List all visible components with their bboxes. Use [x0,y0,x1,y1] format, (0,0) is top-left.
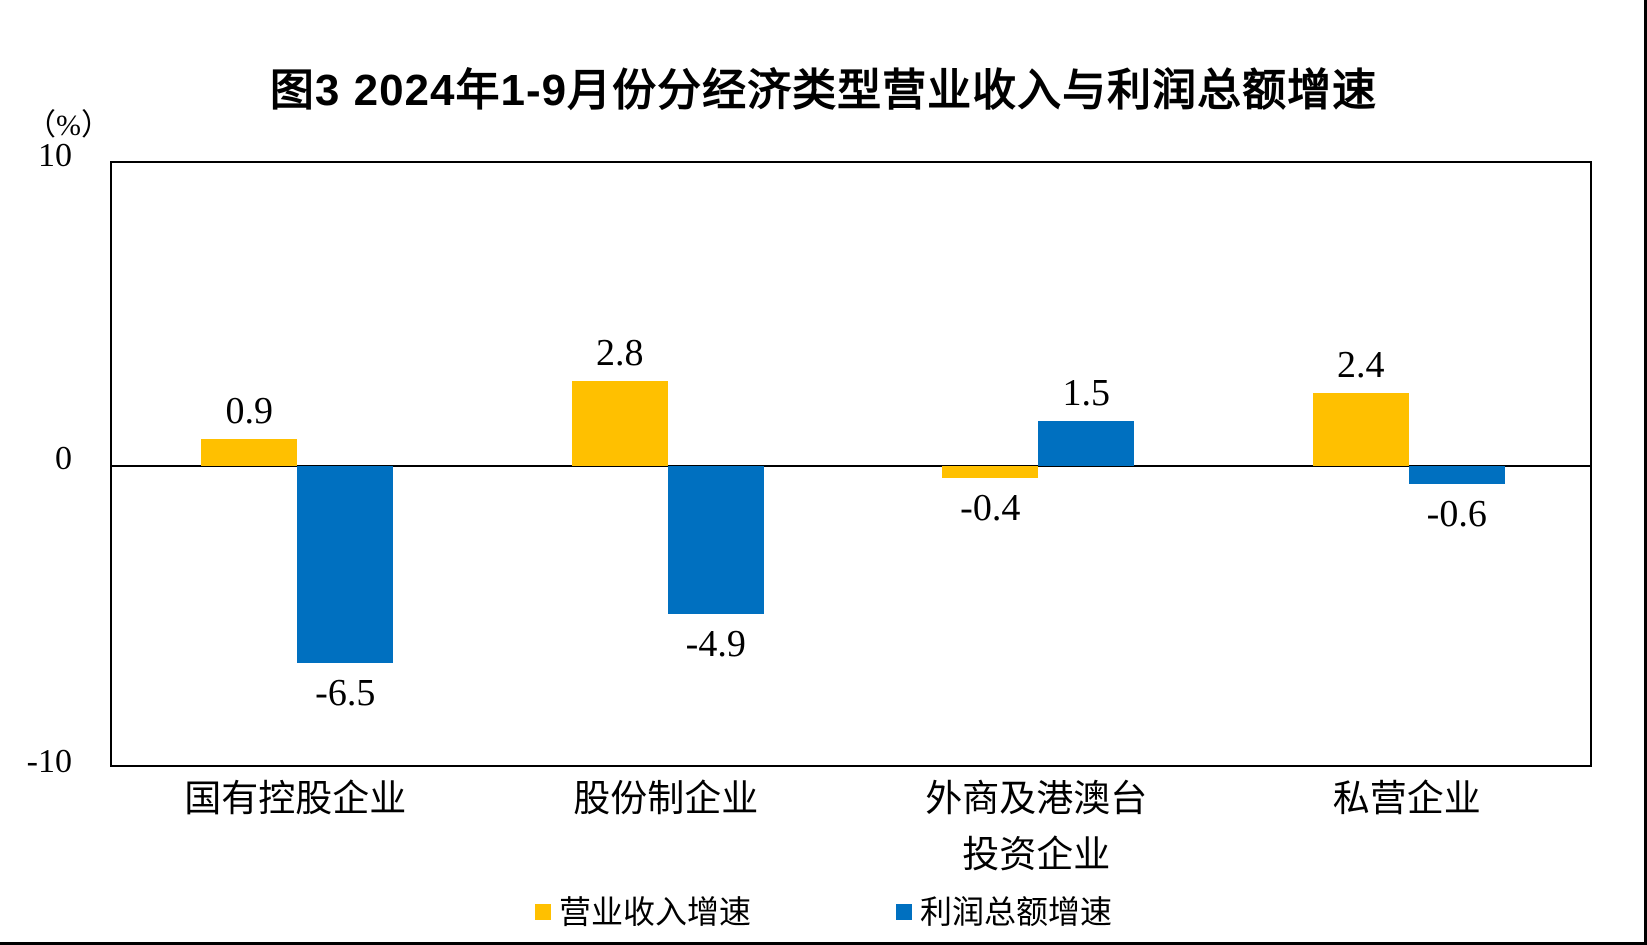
profit-growth-legend-swatch [896,904,912,920]
chart-title: 图3 2024年1-9月份分经济类型营业收入与利润总额增速 [269,66,1378,115]
legend-label-revenue-growth: 营业收入增速 [558,894,751,930]
profit-growth-value-label-0: -6.5 [315,671,376,714]
revenue-growth-bar-3 [1312,393,1409,466]
revenue-growth-value-label-0: 0.9 [225,389,274,432]
page-bottom-border-line [0,942,1647,945]
revenue-growth-legend-swatch [534,904,551,920]
y-tick--10: -10 [26,743,72,780]
revenue-growth-bar-0 [201,438,298,466]
legend-item-profit-growth: 利润总额增速 [896,888,1112,936]
profit-growth-bar-3 [1408,466,1505,485]
page-right-border-line [1644,0,1647,945]
category-label-1: 股份制企业 [573,779,759,820]
profit-growth-value-label-3: -0.6 [1426,493,1487,536]
revenue-growth-value-label-3: 2.4 [1337,344,1385,387]
y-tick-10: 10 [38,137,72,174]
revenue-growth-bar-2 [942,466,1039,479]
profit-growth-value-label-2: 1.5 [1062,371,1111,414]
zero-axis-line [112,465,1590,467]
legend-item-revenue-growth: 营业收入增速 [534,888,751,936]
legend: 营业收入增速 利润总额增速 [0,888,1647,936]
category-label-0: 国有控股企业 [184,779,407,820]
category-label-2: 外商及港澳台 投资企业 [925,779,1148,876]
profit-growth-bar-0 [297,466,394,663]
y-axis-unit-label: （%） [26,109,111,142]
revenue-growth-bar-1 [571,381,668,466]
y-tick-0: 0 [55,440,72,477]
plot-area: 0.9 2.8 -0.4 2.4 -6.5 -4.9 1.5 -0.6 [110,161,1592,767]
legend-label-profit-growth: 利润总额增速 [920,894,1113,930]
revenue-growth-value-label-1: 2.8 [596,332,644,375]
profit-growth-value-label-1: -4.9 [685,623,746,666]
category-label-3: 私营企业 [1332,779,1481,820]
revenue-growth-value-label-2: -0.4 [960,487,1021,530]
profit-growth-bar-1 [667,466,764,615]
profit-growth-bar-2 [1038,420,1135,466]
